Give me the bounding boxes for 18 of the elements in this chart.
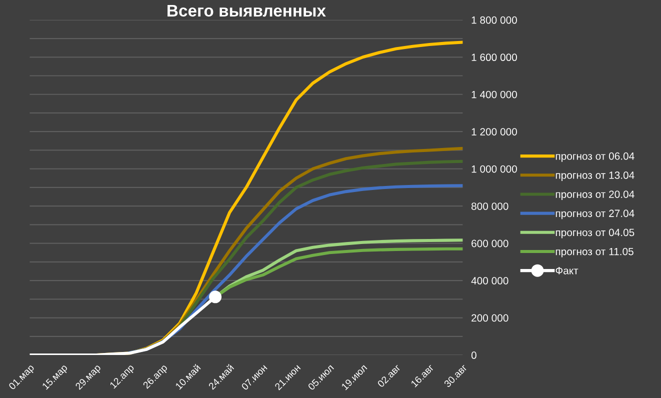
y-tick-label: 600 000	[472, 240, 508, 248]
legend-label: прогноз от 20.04	[556, 190, 634, 200]
legend-label: прогноз от 11.05	[556, 248, 634, 258]
y-tick-label: 1 400 000	[472, 90, 517, 98]
y-tick-label: 200 000	[472, 314, 508, 322]
legend-label: Факт	[556, 267, 578, 274]
legend-label: прогноз от 27.04	[556, 210, 634, 220]
y-tick-label: 1 000 000	[472, 165, 517, 173]
y-tick-label: 400 000	[471, 277, 508, 284]
y-tick-label: 800 000	[471, 202, 508, 210]
y-tick-label: 1 600 000	[472, 54, 517, 62]
legend-label: прогноз от 04.05	[556, 228, 634, 238]
y-tick-label: 0	[471, 352, 476, 359]
legend-label: прогноз от 06.04	[556, 152, 634, 162]
legend-label: прогноз от 13.04	[556, 172, 634, 181]
y-tick-label: 1 800 000	[472, 16, 517, 24]
chart-title: Всего выявленных	[168, 4, 326, 17]
y-tick-label: 1 200 000	[472, 128, 517, 136]
